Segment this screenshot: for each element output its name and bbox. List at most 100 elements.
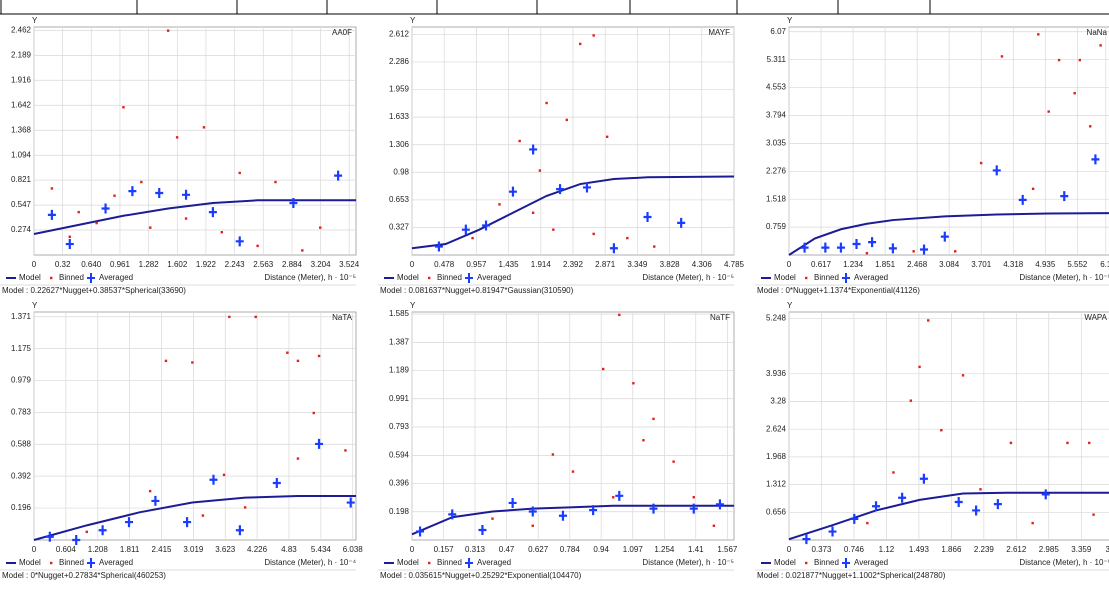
binned-point <box>918 365 921 369</box>
x-tick-label: 0.957 <box>466 260 487 269</box>
y-tick-label: 0.392 <box>11 471 32 480</box>
corner-label: WAPA <box>1084 313 1107 322</box>
x-tick-label: 0.640 <box>81 260 102 269</box>
x-tick-label: 1.567 <box>717 545 738 554</box>
binned-point <box>222 473 226 477</box>
y-tick-label: 0.196 <box>11 503 32 512</box>
x-tick-label: 3.701 <box>971 260 992 269</box>
binned-point <box>927 319 930 322</box>
x-tick-label: 0 <box>410 260 415 269</box>
model-formula: Model : 0.22627*Nugget+0.38537*Spherical… <box>2 286 186 295</box>
averaged-point <box>558 510 567 521</box>
x-tick-label: 1.866 <box>941 545 962 554</box>
y-tick-label: 0.396 <box>389 479 410 488</box>
x-tick-label: 1.851 <box>875 260 896 269</box>
y-axis-label: Y <box>787 16 793 25</box>
x-tick-label: 0.617 <box>811 260 832 269</box>
y-tick-label: 0.327 <box>389 222 410 231</box>
binned-point <box>531 524 534 527</box>
binned-point <box>626 236 629 240</box>
x-tick-label: 3.019 <box>183 545 204 554</box>
x-tick-label: 1.41 <box>688 545 704 554</box>
y-tick-label: 0.547 <box>11 200 32 209</box>
legend-swatch <box>805 561 808 565</box>
y-axis-label: Y <box>410 301 416 310</box>
header-strip <box>0 0 1109 15</box>
y-tick-label: 1.518 <box>766 194 787 203</box>
binned-point <box>605 135 609 138</box>
binned-point <box>1066 441 1069 445</box>
x-tick-label: 2.612 <box>1006 545 1027 554</box>
binned-point <box>565 118 568 122</box>
model-formula: Model : 0*Nugget+0.27834*Spherical(46025… <box>2 571 166 580</box>
x-tick-label: 4.935 <box>1035 260 1056 269</box>
legend-label: Averaged <box>99 558 133 567</box>
averaged-point <box>850 513 859 524</box>
binned-point <box>191 361 194 364</box>
chart-panel: 0.759 1.518 2.276 3.035 3.794 4.553 5.311 6.07 0… <box>755 16 1109 295</box>
binned-point <box>618 313 621 317</box>
x-tick-label: 0.478 <box>434 260 455 269</box>
binned-point <box>531 211 535 214</box>
y-tick-label: 4.553 <box>766 83 787 92</box>
averaged-point <box>289 198 298 209</box>
averaged-point <box>478 525 487 536</box>
averaged-point <box>315 438 324 449</box>
averaged-point <box>800 242 809 253</box>
averaged-point <box>888 243 897 254</box>
x-tick-label: 0.961 <box>110 260 131 269</box>
y-tick-label: 1.642 <box>11 100 32 109</box>
x-tick-label: 6.1 <box>1100 260 1109 269</box>
averaged-point <box>65 239 74 250</box>
binned-point <box>238 171 241 175</box>
legend-label: Binned <box>437 558 462 567</box>
legend-label: Binned <box>437 273 462 282</box>
x-tick-label: 3.084 <box>939 260 960 269</box>
binned-point <box>909 399 913 402</box>
binned-point <box>220 231 224 234</box>
averaged-point <box>556 184 565 195</box>
binned-point <box>274 180 277 184</box>
binned-point <box>317 354 321 358</box>
binned-point <box>892 471 895 474</box>
y-tick-label: 2.462 <box>11 26 32 35</box>
binned-point <box>95 221 98 225</box>
x-tick-label: 4.785 <box>724 260 745 269</box>
averaged-point <box>529 144 538 155</box>
model-formula: Model : 0.081637*Nugget+0.81947*Gaussian… <box>380 286 574 295</box>
y-tick-label: 0.98 <box>393 167 409 176</box>
averaged-point <box>828 526 837 537</box>
y-tick-label: 1.189 <box>389 366 410 375</box>
binned-point <box>68 235 71 238</box>
averaged-point <box>482 220 491 231</box>
legend-label: Binned <box>814 558 839 567</box>
x-tick-label: 2.243 <box>225 260 246 269</box>
binned-point <box>979 161 983 165</box>
averaged-point <box>416 526 425 537</box>
binned-point <box>712 524 716 527</box>
binned-point <box>228 315 231 319</box>
x-tick-label: 1.914 <box>531 260 552 269</box>
averaged-point <box>615 490 624 501</box>
x-tick-label: 0 <box>32 260 37 269</box>
legend-label: Model <box>19 273 41 282</box>
y-tick-label: 0.653 <box>389 195 410 204</box>
x-tick-label: 0.47 <box>499 545 515 554</box>
y-tick-label: 1.175 <box>11 344 32 353</box>
binned-point <box>319 226 322 229</box>
binned-point <box>912 250 915 253</box>
binned-point <box>1037 33 1040 36</box>
averaged-point <box>272 478 281 488</box>
legend-label: Model <box>397 558 419 567</box>
averaged-point <box>836 242 845 253</box>
averaged-point <box>589 505 598 516</box>
x-tick-label: 2.468 <box>907 260 928 269</box>
x-tick-label: 1.493 <box>909 545 930 554</box>
y-tick-label: 0.793 <box>389 422 410 431</box>
averaged-point <box>448 509 457 520</box>
x-axis-label: Distance (Meter), h · 10⁻⁵ <box>642 273 734 282</box>
averaged-point <box>461 224 470 235</box>
legend-label: Averaged <box>854 273 888 282</box>
averaged-point <box>235 236 244 247</box>
legend-swatch <box>842 558 850 568</box>
